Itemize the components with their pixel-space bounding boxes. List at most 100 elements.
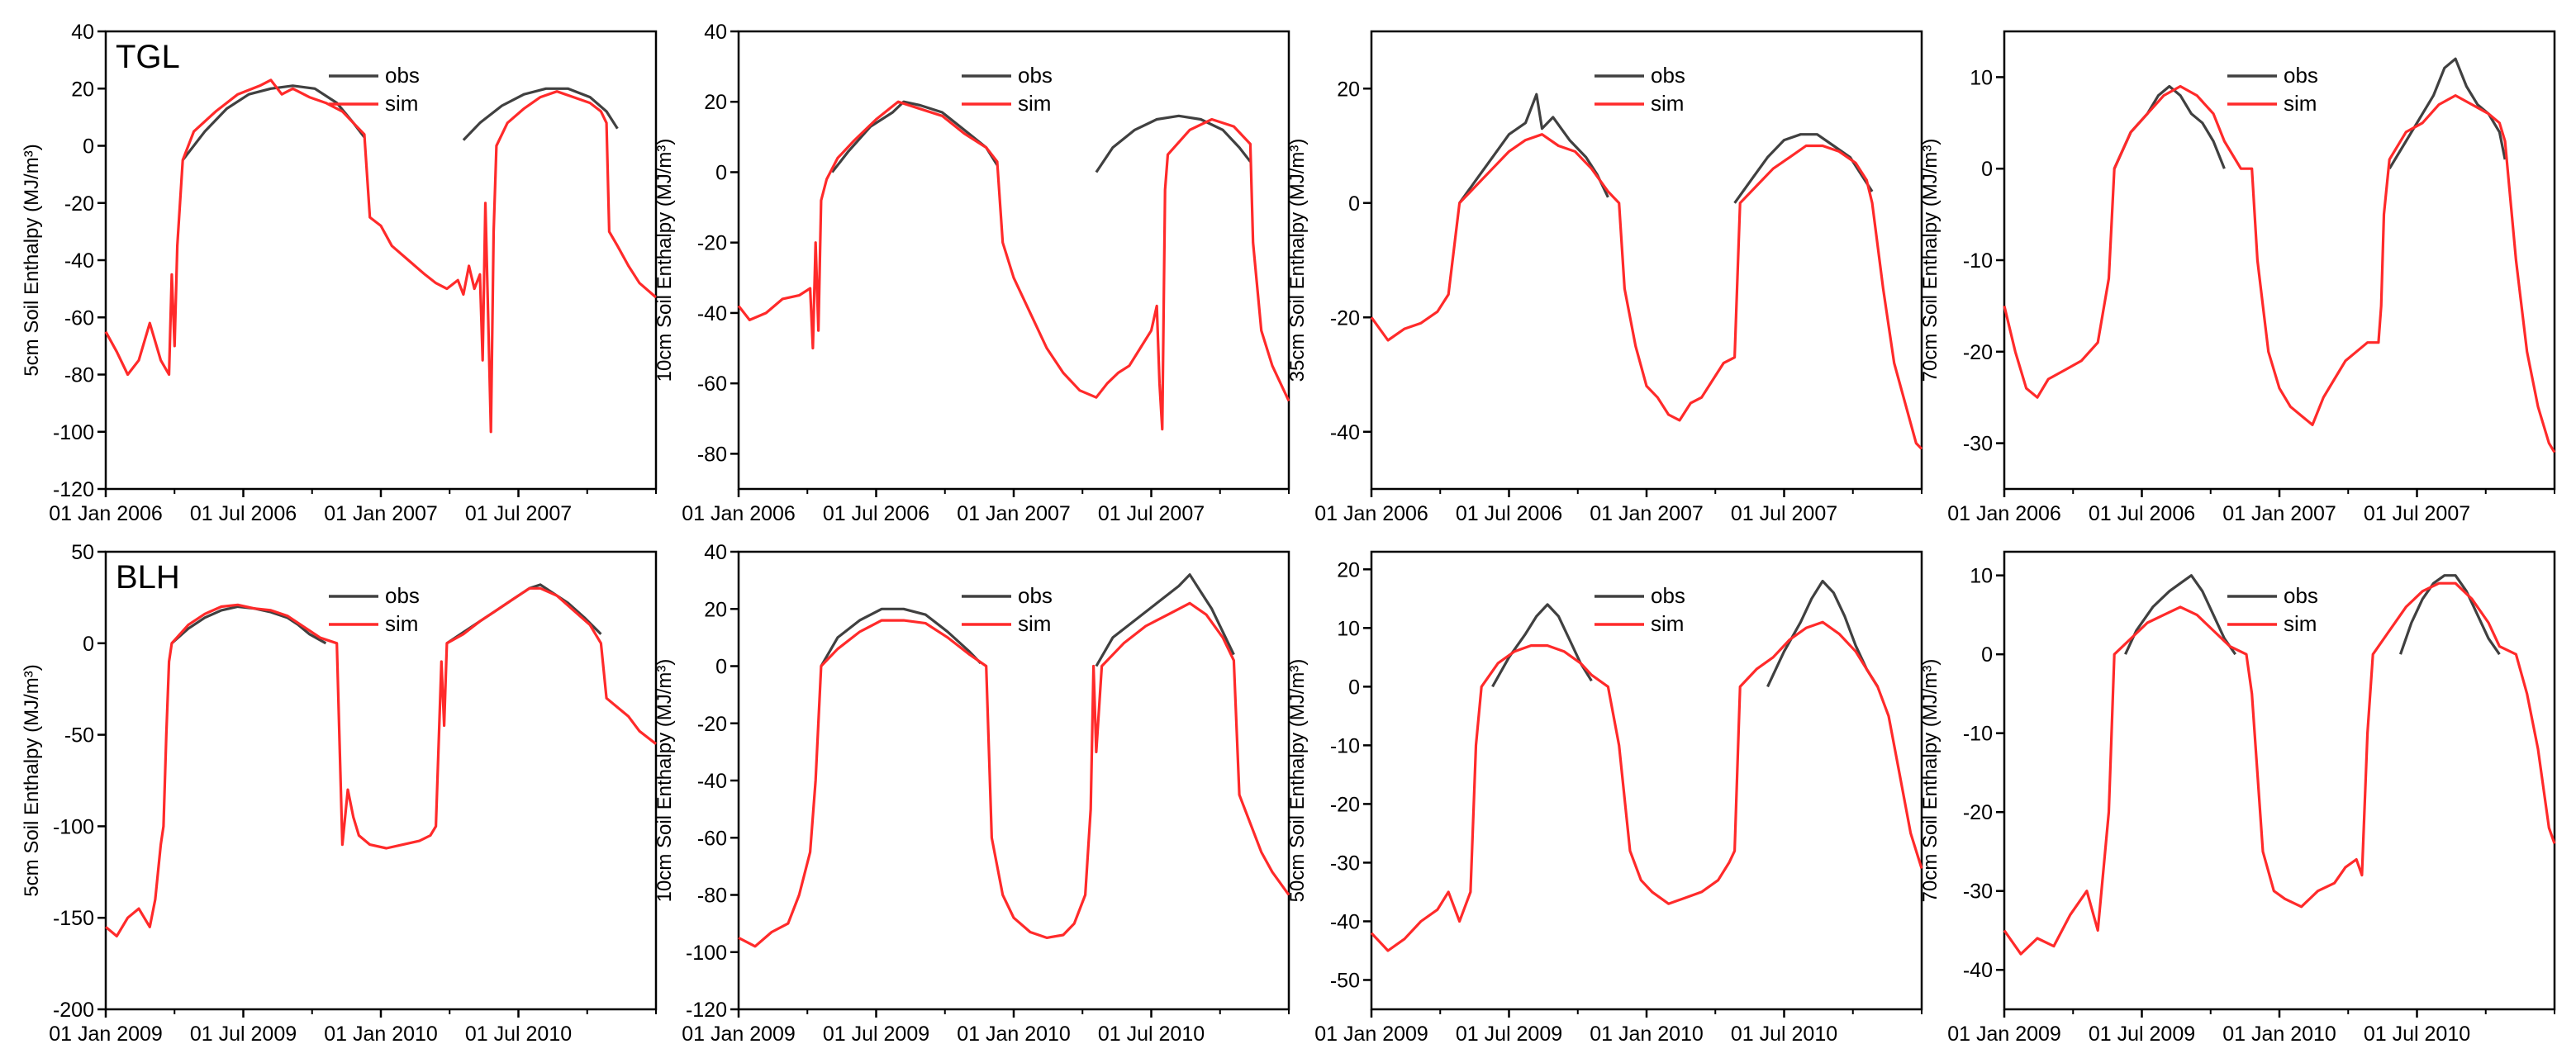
series-line-obs (1766, 579, 1880, 688)
y-tick-label: 0 (1981, 158, 1993, 181)
series-line-obs (2113, 84, 2226, 169)
y-tick-label: 0 (83, 633, 94, 656)
y-tick-label: 40 (704, 541, 727, 564)
legend-label-obs: obs (385, 63, 420, 88)
legend-label-obs: obs (2284, 583, 2318, 608)
x-tick-label: 01 Jan 2010 (1590, 1023, 1704, 1046)
plot-frame (737, 550, 1290, 1011)
y-tick-label: -60 (697, 827, 727, 850)
series-line-obs (2388, 57, 2507, 170)
y-tick-label: -30 (1963, 880, 1993, 904)
legend-label-sim: sim (1018, 611, 1051, 636)
legend-label-obs: obs (1651, 63, 1685, 88)
y-tick-label: -60 (697, 373, 727, 396)
y-tick-label: 0 (715, 161, 727, 184)
x-tick-label: 01 Jan 2007 (324, 502, 438, 525)
legend-label-obs: obs (1018, 63, 1053, 88)
series-line-obs (2398, 574, 2501, 656)
y-tick-label: -80 (697, 443, 727, 466)
series-line-obs (1733, 133, 1874, 204)
y-tick-label: -40 (697, 302, 727, 325)
series-line-sim (1370, 133, 1923, 450)
x-tick-label: 01 Jan 2006 (1947, 502, 2061, 525)
x-tick-label: 01 Jul 2009 (2089, 1023, 2195, 1046)
y-tick-label: -80 (697, 885, 727, 908)
y-tick-label: -100 (686, 942, 727, 965)
series-line-obs (1458, 93, 1609, 204)
x-tick-label: 01 Jan 2009 (1314, 1023, 1428, 1046)
x-tick-label: 01 Jan 2006 (49, 502, 163, 525)
y-tick-label: -40 (697, 770, 727, 793)
y-tick-label: -10 (1963, 249, 1993, 273)
y-tick-label: -100 (53, 421, 94, 444)
y-tick-label: 40 (71, 21, 94, 44)
series-line-obs (462, 87, 619, 141)
y-tick-label: -120 (686, 999, 727, 1022)
series-line-sim (2003, 84, 2556, 453)
x-tick-label: 01 Jan 2009 (682, 1023, 796, 1046)
y-tick-label: -40 (1330, 910, 1360, 933)
y-axis-label: 70cm Soil Enthalpy (MJ/m³) (1919, 659, 1942, 903)
y-tick-label: -50 (1330, 969, 1360, 992)
series-line-obs (1491, 603, 1593, 688)
plot-frame (104, 30, 658, 491)
legend-label-sim: sim (1018, 91, 1051, 116)
x-tick-label: 01 Jan 2007 (1590, 502, 1704, 525)
x-tick-label: 01 Jul 2009 (190, 1023, 297, 1046)
series-line-sim (2003, 581, 2556, 956)
site-label: TGL (116, 39, 180, 75)
x-tick-label: 01 Jan 2010 (2222, 1023, 2336, 1046)
x-tick-label: 01 Jul 2010 (1098, 1023, 1205, 1046)
y-tick-label: -10 (1330, 734, 1360, 757)
x-tick-label: 01 Jul 2007 (1731, 502, 1837, 525)
y-tick-label: 20 (1337, 78, 1360, 101)
y-tick-label: -50 (64, 724, 94, 747)
y-tick-label: -20 (697, 713, 727, 736)
y-tick-label: 20 (1337, 558, 1360, 581)
x-tick-label: 01 Jul 2010 (1731, 1023, 1837, 1046)
series-line-sim (1370, 620, 1923, 952)
y-tick-label: -20 (64, 192, 94, 216)
series-line-obs (820, 607, 982, 667)
x-tick-label: 01 Jul 2006 (2089, 502, 2195, 525)
legend-label-obs: obs (1651, 583, 1685, 608)
legend-label-obs: obs (2284, 63, 2318, 88)
chart-panel-3: 20 0 -20 -40 01 Jan 2006 01 Jul 2006 01 Jan 20… (1286, 30, 1923, 525)
legend-label-obs: obs (1018, 583, 1053, 608)
series-line-sim (104, 586, 657, 938)
y-tick-label: 0 (715, 656, 727, 679)
plot-frame (1370, 550, 1923, 1011)
y-axis-label: 70cm Soil Enthalpy (MJ/m³) (1919, 139, 1942, 382)
y-tick-label: -20 (697, 232, 727, 255)
legend-label-sim: sim (385, 611, 418, 636)
x-tick-label: 01 Jul 2006 (190, 502, 297, 525)
x-tick-label: 01 Jul 2009 (823, 1023, 929, 1046)
series-line-sim (737, 100, 1290, 431)
y-tick-label: 10 (1970, 565, 1993, 588)
y-tick-label: 0 (1348, 676, 1360, 699)
plot-frame (104, 550, 658, 1011)
y-axis-label: 10cm Soil Enthalpy (MJ/m³) (654, 139, 676, 382)
y-tick-label: -200 (53, 999, 94, 1022)
y-tick-label: -60 (64, 306, 94, 330)
y-tick-label: -40 (1963, 959, 1993, 982)
plot-frame (2003, 550, 2556, 1011)
x-tick-label: 01 Jul 2010 (2364, 1023, 2470, 1046)
series-line-obs (1095, 114, 1252, 173)
y-axis-label: 10cm Soil Enthalpy (MJ/m³) (654, 659, 676, 903)
x-tick-label: 01 Jan 2010 (957, 1023, 1071, 1046)
y-tick-label: -20 (1963, 341, 1993, 364)
y-axis-label: 50cm Soil Enthalpy (MJ/m³) (1286, 659, 1309, 903)
series-line-obs (1095, 573, 1235, 667)
x-tick-label: 01 Jul 2007 (1098, 502, 1205, 525)
y-tick-label: 20 (704, 91, 727, 114)
y-axis-label: 35cm Soil Enthalpy (MJ/m³) (1286, 139, 1309, 382)
x-tick-label: 01 Jan 2009 (49, 1023, 163, 1046)
y-tick-label: -20 (1330, 793, 1360, 816)
y-tick-label: -20 (1963, 801, 1993, 824)
y-tick-label: -100 (53, 815, 94, 838)
legend-label-obs: obs (385, 583, 420, 608)
y-tick-label: 20 (71, 78, 94, 101)
